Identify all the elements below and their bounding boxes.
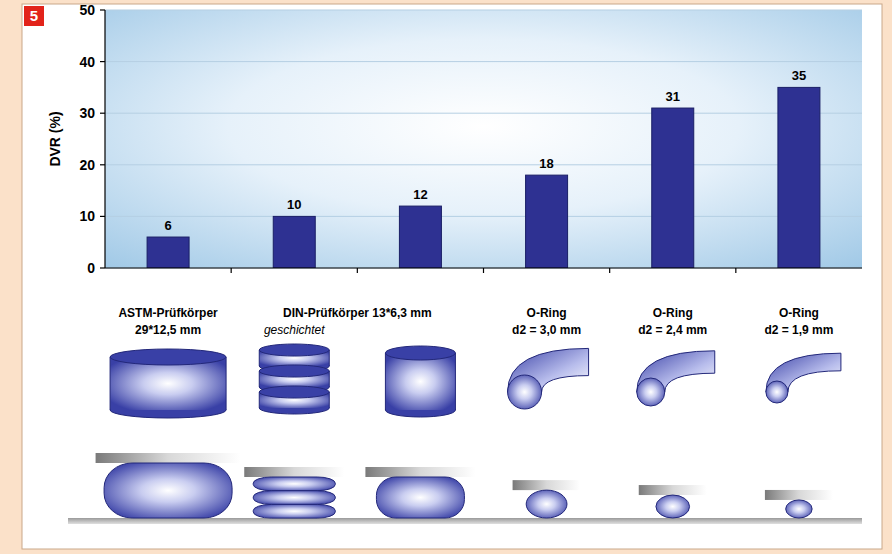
x-tick	[735, 268, 736, 273]
grid-line	[105, 164, 862, 165]
category-label: O-Ringd2 = 1,9 mm	[764, 306, 833, 337]
cylinder-top	[259, 365, 329, 377]
y-tick	[100, 61, 105, 62]
y-tick-label: 10	[79, 208, 95, 224]
press-plate	[365, 467, 475, 477]
bar	[652, 108, 694, 268]
data-label: 6	[164, 218, 171, 233]
bar	[273, 216, 315, 268]
cylinder-top	[259, 386, 329, 398]
bar	[778, 87, 820, 268]
cylinder-edge	[329, 392, 330, 408]
y-tick-label: 0	[87, 260, 95, 276]
press-plate	[765, 490, 833, 500]
y-axis-title: DVR (%)	[47, 111, 63, 166]
cylinder-top	[110, 349, 226, 365]
figure-label-box	[24, 6, 44, 26]
cylinder-edge	[259, 350, 260, 366]
press-plate	[96, 453, 241, 463]
o-ring-compressed	[526, 490, 567, 518]
panel	[22, 4, 882, 549]
y-tick	[100, 164, 105, 165]
grid-line	[105, 61, 862, 62]
cylinder-edge	[259, 392, 260, 408]
y-tick	[100, 267, 105, 268]
cylinder-edge	[110, 357, 111, 410]
cylinder-edge	[385, 353, 386, 410]
y-tick	[100, 216, 105, 217]
data-label: 31	[666, 89, 680, 104]
figure-label: 5	[30, 7, 38, 24]
bar	[526, 175, 568, 268]
ground-plate	[68, 518, 862, 524]
grid-line	[105, 216, 862, 217]
compressed-specimen	[253, 491, 335, 505]
cylinder-edge	[329, 371, 330, 387]
o-ring-compressed	[656, 495, 690, 518]
x-tick	[357, 268, 358, 273]
group-label: DIN-Prüfkörper 13*6,3 mm	[283, 306, 432, 320]
y-tick	[100, 113, 105, 114]
press-plate	[639, 485, 707, 495]
cylinder-top	[259, 344, 329, 356]
cylinder-edge	[226, 357, 227, 410]
y-tick-label: 40	[79, 54, 95, 70]
o-ring-section	[508, 375, 542, 409]
data-label: 12	[413, 187, 427, 202]
category-label: O-Ringd2 = 2,4 mm	[638, 306, 707, 337]
x-tick	[231, 268, 232, 273]
grid-line	[105, 113, 862, 114]
y-tick	[100, 9, 105, 10]
compressed-specimen	[104, 463, 232, 518]
figure: 501020304050DVR (%)61012183135ASTM-Prüfk…	[0, 0, 892, 554]
bar	[147, 237, 189, 268]
plot-background	[105, 10, 862, 268]
bars	[147, 87, 820, 268]
x-tick	[483, 268, 484, 273]
o-ring-compressed	[786, 500, 812, 518]
data-label: 18	[539, 156, 553, 171]
cylinder-side	[385, 353, 455, 410]
category-label: O-Ringd2 = 3,0 mm	[512, 306, 581, 337]
compressed-specimen	[253, 477, 335, 491]
o-ring-section	[766, 381, 788, 403]
data-label: 10	[287, 197, 301, 212]
cylinder-edge	[455, 353, 456, 410]
data-label: 35	[792, 68, 806, 83]
y-tick-label: 20	[79, 157, 95, 173]
group-sublabel: geschichtet	[264, 323, 325, 337]
y-axis-line	[104, 10, 105, 268]
y-tick-label: 50	[79, 2, 95, 18]
compressed-specimen	[253, 504, 335, 518]
press-plate	[244, 467, 344, 477]
cylinder-edge	[329, 350, 330, 366]
illustrations	[68, 344, 862, 524]
bar	[399, 206, 441, 268]
y-tick-label: 30	[79, 105, 95, 121]
x-tick	[609, 268, 610, 273]
compressed-specimen	[376, 477, 464, 518]
press-plate	[513, 480, 581, 490]
category-label: ASTM-Prüfkörper29*12,5 mm	[118, 306, 218, 337]
o-ring-section	[637, 378, 665, 406]
grid-line	[105, 10, 862, 11]
cylinder-edge	[259, 371, 260, 387]
cylinder-top	[385, 346, 455, 360]
